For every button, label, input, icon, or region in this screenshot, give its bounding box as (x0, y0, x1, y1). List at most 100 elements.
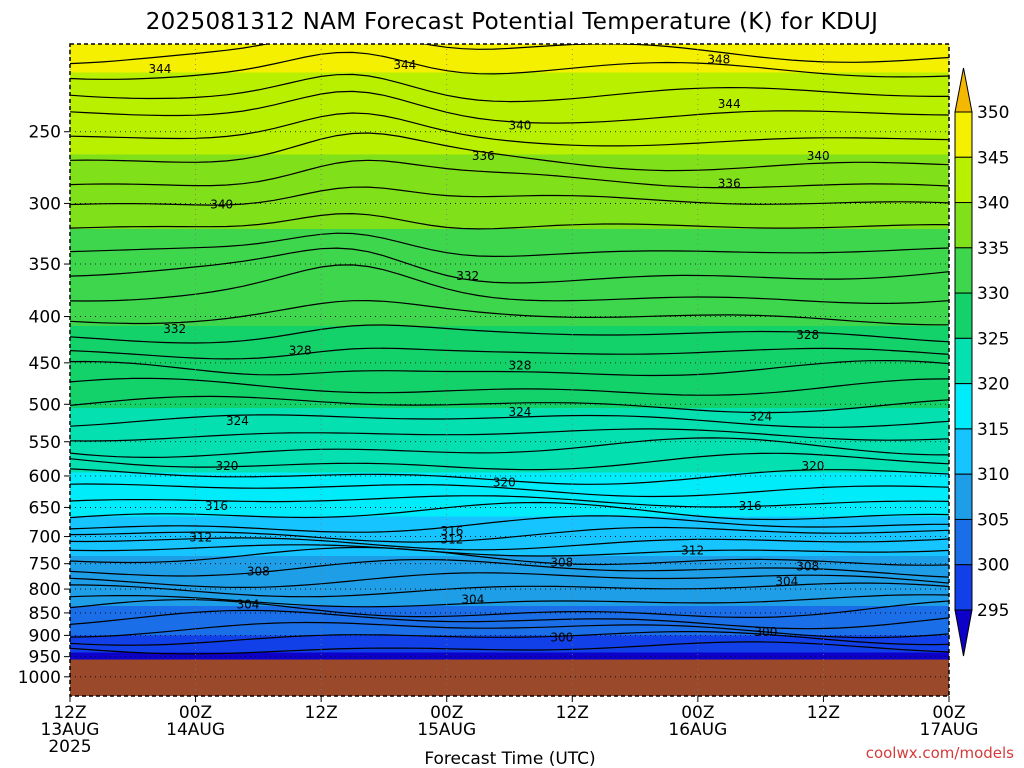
contour-line (70, 377, 949, 396)
contour-line (70, 572, 949, 589)
colorbar-tick-label: 350 (977, 103, 1009, 123)
contour-label: 300 (754, 625, 777, 639)
contour-label: 344 (149, 62, 172, 76)
contour-label: 332 (456, 269, 479, 283)
contour-label: 304 (461, 593, 484, 607)
contour-line (70, 631, 949, 646)
x-tick-label: 12Z (556, 703, 589, 723)
contour-line (70, 232, 949, 258)
ground-area (70, 659, 949, 696)
contour-line (70, 559, 949, 578)
colorbar-tick-label: 305 (977, 510, 1009, 530)
contour-label: 340 (807, 149, 830, 163)
contour-line (70, 44, 949, 65)
contour-label: 336 (472, 149, 495, 163)
contour-line (70, 641, 949, 655)
x-tick-label: 00Z (179, 703, 212, 723)
contour-label: 320 (216, 459, 239, 473)
y-tick-label: 950 (29, 648, 61, 668)
x-tick-label: 12Z (305, 703, 338, 723)
y-tick-label: 250 (29, 123, 61, 143)
chart-title: 2025081312 NAM Forecast Potential Temper… (146, 9, 879, 35)
contour-label: 300 (550, 631, 573, 645)
colorbar-tick-label: 345 (977, 148, 1009, 168)
contour-line (70, 73, 949, 103)
contour-label: 304 (236, 597, 259, 611)
colorbar: 350 345 340 335 330 325 320 315 310 305 300 295 (954, 67, 1009, 657)
contour-label: 308 (796, 559, 819, 573)
colorbar-tick-label: 325 (977, 329, 1009, 349)
colorbar-band (954, 428, 973, 475)
contour-line (70, 264, 949, 304)
contour-line (70, 414, 949, 428)
colorbar-tick-label: 330 (977, 284, 1009, 304)
colorbar-tick-label: 340 (977, 194, 1009, 214)
colorbar-tick-label: 320 (977, 375, 1009, 395)
colorbar-extend-bottom (954, 609, 973, 657)
x-tick-label: 00Z (932, 703, 965, 723)
x-tick-label: 12Z (807, 703, 840, 723)
x-tick-label: 00Z (430, 703, 463, 723)
contour-label: 324 (509, 405, 532, 419)
colorbar-band (954, 156, 973, 204)
y-tick-label: 450 (29, 354, 61, 374)
contour-label: 316 (739, 499, 762, 513)
contour-line (70, 544, 949, 557)
plot-frame (69, 43, 950, 697)
y-tick-label: 500 (29, 395, 61, 415)
contour-line (70, 515, 949, 533)
x-tick-label: 13AUG (41, 720, 100, 740)
colorbar-band (954, 202, 973, 249)
colorbar-tick-label: 315 (977, 420, 1009, 440)
colorbar-band (954, 383, 973, 430)
contour-line (70, 537, 949, 551)
contour-line (70, 483, 949, 498)
contour-label: 320 (802, 459, 825, 473)
contour-label: 324 (749, 410, 772, 424)
colorbar-tick-label: 300 (977, 556, 1009, 576)
contour-line (70, 501, 949, 521)
contour-line (70, 51, 949, 80)
y-tick-label: 800 (29, 580, 61, 600)
contour-label: 336 (718, 176, 741, 190)
contour-label: 316 (440, 524, 463, 538)
y-tick-label: 1000 (18, 668, 61, 688)
y-tick-label: 650 (29, 498, 61, 518)
colorbar-band (954, 518, 973, 566)
x-tick-label: 2025 (48, 737, 91, 757)
contour-line (70, 599, 949, 618)
contour-line (70, 247, 949, 284)
contour-label: 328 (289, 343, 312, 357)
contour-line (70, 347, 949, 360)
contour-label: 332 (163, 322, 186, 336)
y-tick-label: 400 (29, 308, 61, 328)
contour-label: 344 (393, 58, 416, 72)
contour-label: 328 (796, 328, 819, 342)
x-tick-label: 14AUG (166, 720, 225, 740)
y-tick-label: 550 (29, 433, 61, 453)
x-tick-label: 15AUG (417, 720, 476, 740)
contour-label: 308 (550, 556, 573, 570)
contour-line (70, 299, 949, 326)
contour-line (70, 359, 949, 377)
contour-line (70, 452, 949, 471)
contour-label: 304 (775, 575, 798, 589)
x-tick-label: 12Z (53, 703, 86, 723)
colorbar-tick-label: 335 (977, 239, 1009, 259)
contour-line (70, 159, 949, 189)
contour-line (70, 428, 949, 442)
contour-label: 348 (707, 52, 730, 66)
colorbar-extend-top (954, 67, 973, 113)
y-tick-label: 700 (29, 528, 61, 548)
contour-label: 316 (205, 499, 228, 513)
x-axis-label: Forecast Time (UTC) (424, 749, 595, 768)
colorbar-band (954, 111, 973, 158)
contour-label: 312 (440, 532, 463, 546)
contour-line (70, 468, 949, 485)
contour-line (70, 112, 949, 147)
contour-line (70, 212, 949, 230)
contour-line (70, 90, 949, 124)
credit-text: coolwx.com/models (866, 744, 1014, 762)
